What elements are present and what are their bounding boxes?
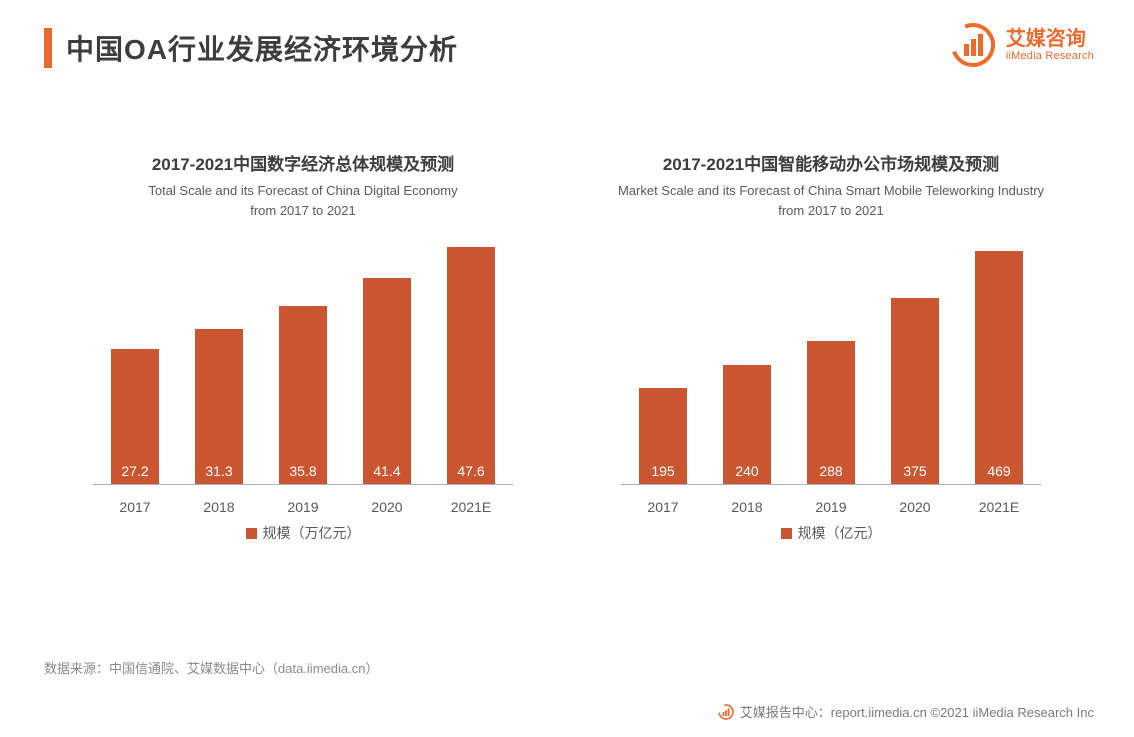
footer-copyright: 艾媒报告中心：report.iimedia.cn ©2021 iiMedia R… (718, 702, 1094, 721)
x-tick-label: 2018 (187, 499, 251, 515)
bar-value-label: 288 (819, 463, 842, 479)
bar-value-label: 41.4 (373, 463, 400, 479)
chart-title-cn: 2017-2021中国数字经济总体规模及预测 (152, 150, 454, 175)
legend-label: 规模（亿元） (798, 523, 882, 543)
bar-group: 195 (631, 388, 695, 486)
chart-bars: 195 240 288 375 469 (621, 235, 1041, 485)
bar: 47.6 (447, 247, 495, 485)
footer-logo-icon (718, 704, 734, 720)
chart-bars: 27.2 31.3 35.8 41.4 47.6 (93, 235, 513, 485)
bar: 195 (639, 388, 687, 486)
bar: 469 (975, 251, 1023, 486)
x-tick-label: 2018 (715, 499, 779, 515)
title-accent-bar (44, 28, 52, 68)
chart-legend: 规模（万亿元） (246, 523, 361, 543)
bar-value-label: 31.3 (205, 463, 232, 479)
bar: 375 (891, 298, 939, 486)
bar-group: 375 (883, 298, 947, 486)
brand-logo-text: 艾媒咨询 iiMedia Research (1006, 28, 1094, 62)
x-axis-labels: 2017 2018 2019 2020 2021E (93, 499, 513, 515)
chart-plot-area: 27.2 31.3 35.8 41.4 47.6 2017 2018 2019 2020 202… (73, 235, 533, 515)
x-tick-label: 2019 (799, 499, 863, 515)
data-source-text: 数据来源：中国信通院、艾媒数据中心（data.iimedia.cn） (44, 658, 378, 677)
bar-group: 27.2 (103, 349, 167, 485)
bar-group: 288 (799, 341, 863, 485)
brand-name-cn: 艾媒咨询 (1006, 28, 1094, 50)
bar: 31.3 (195, 329, 243, 486)
bar-value-label: 240 (735, 463, 758, 479)
legend-label: 规模（万亿元） (263, 523, 361, 543)
bar-value-label: 375 (903, 463, 926, 479)
x-tick-label: 2017 (631, 499, 695, 515)
bar-group: 35.8 (271, 306, 335, 485)
bar-value-label: 47.6 (457, 463, 484, 479)
brand-logo: 艾媒咨询 iiMedia Research (950, 22, 1094, 68)
bar-group: 31.3 (187, 329, 251, 486)
chart-title-cn: 2017-2021中国智能移动办公市场规模及预测 (663, 150, 999, 175)
bar-group: 41.4 (355, 278, 419, 485)
bar-value-label: 27.2 (121, 463, 148, 479)
bar-value-label: 35.8 (289, 463, 316, 479)
bar-group: 240 (715, 365, 779, 485)
chart-legend: 规模（亿元） (781, 523, 882, 543)
brand-name-en: iiMedia Research (1006, 50, 1094, 62)
x-axis-line (93, 484, 513, 485)
x-axis-line (621, 484, 1041, 485)
legend-swatch-icon (781, 528, 792, 539)
chart-plot-area: 195 240 288 375 469 2017 2018 2019 2020 2021E (601, 235, 1061, 515)
chart-mobile-office: 2017-2021中国智能移动办公市场规模及预测 Market Scale an… (572, 150, 1090, 543)
bar-group: 47.6 (439, 247, 503, 485)
legend-swatch-icon (246, 528, 257, 539)
x-tick-label: 2021E (439, 499, 503, 515)
chart-title-en: Total Scale and its Forecast of China Di… (148, 181, 457, 221)
bar: 288 (807, 341, 855, 485)
brand-logo-icon (950, 22, 996, 68)
bar: 27.2 (111, 349, 159, 485)
x-tick-label: 2020 (355, 499, 419, 515)
bar-value-label: 195 (651, 463, 674, 479)
x-tick-label: 2020 (883, 499, 947, 515)
x-tick-label: 2019 (271, 499, 335, 515)
bar-value-label: 469 (987, 463, 1010, 479)
x-tick-label: 2017 (103, 499, 167, 515)
footer-text: 艾媒报告中心：report.iimedia.cn ©2021 iiMedia R… (740, 702, 1094, 721)
x-axis-labels: 2017 2018 2019 2020 2021E (621, 499, 1041, 515)
bar: 35.8 (279, 306, 327, 485)
x-tick-label: 2021E (967, 499, 1031, 515)
bar-group: 469 (967, 251, 1031, 486)
page-header: 中国OA行业发展经济环境分析 (44, 28, 458, 68)
bar: 240 (723, 365, 771, 485)
chart-digital-economy: 2017-2021中国数字经济总体规模及预测 Total Scale and i… (44, 150, 562, 543)
page-title: 中国OA行业发展经济环境分析 (66, 28, 458, 68)
bar: 41.4 (363, 278, 411, 485)
chart-title-en: Market Scale and its Forecast of China S… (618, 181, 1044, 221)
charts-container: 2017-2021中国数字经济总体规模及预测 Total Scale and i… (44, 150, 1090, 543)
